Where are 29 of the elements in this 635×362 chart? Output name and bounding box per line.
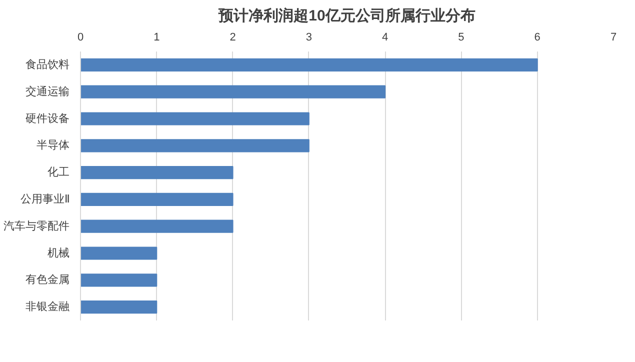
x-tick-label: 6 — [534, 32, 540, 44]
bar — [80, 139, 310, 152]
bar — [80, 192, 234, 206]
bar — [80, 112, 310, 126]
x-tick-label: 1 — [154, 32, 160, 44]
y-tick-label: 公用事业Ⅱ — [20, 192, 70, 206]
bar — [80, 274, 158, 287]
y-tick-label: 机械 — [48, 246, 70, 260]
x-tick-label: 2 — [230, 32, 236, 44]
y-tick-label: 交通运输 — [26, 84, 70, 98]
y-tick-label: 汽车与零配件 — [4, 219, 70, 232]
x-tick-label: 5 — [458, 32, 464, 44]
bar — [80, 166, 234, 180]
x-tick-label: 0 — [77, 32, 84, 44]
x-tick-label: 4 — [382, 32, 388, 44]
y-tick-label: 食品饮料 — [26, 58, 70, 71]
bar — [80, 220, 234, 233]
chart-title: 预计净利润超10亿元公司所属行业分布 — [218, 6, 476, 24]
bar — [80, 58, 538, 72]
y-tick-label: 化工 — [48, 166, 70, 179]
bar — [80, 246, 158, 260]
x-tick-label: 7 — [610, 32, 617, 44]
bar — [80, 300, 158, 314]
y-tick-label: 有色金属 — [26, 274, 70, 286]
y-tick-label: 硬件设备 — [26, 112, 70, 125]
y-tick-label: 半导体 — [36, 138, 70, 152]
y-tick-label: 非银金融 — [26, 300, 70, 314]
x-tick-label: 3 — [306, 32, 312, 44]
bar — [80, 85, 386, 98]
